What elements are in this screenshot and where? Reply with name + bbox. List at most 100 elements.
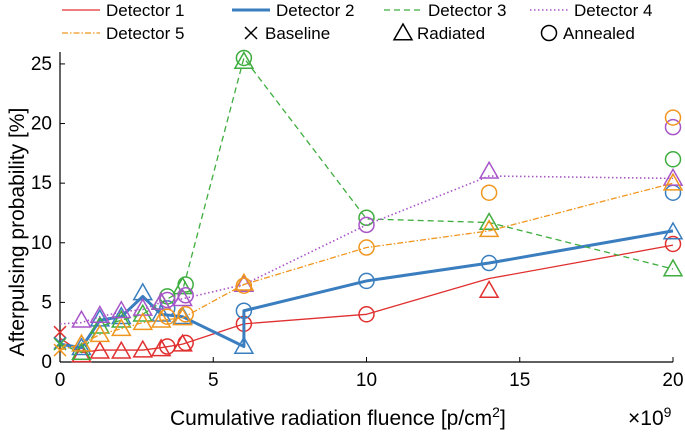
data-point-circ [235, 49, 253, 67]
x-axis-label-main: Cumulative radiation fluence [p/cm [170, 407, 492, 430]
plot-area: 0 5 10 15 20 0 5 10 15 20 25 [31, 49, 684, 391]
x-tick-label: 0 [55, 370, 66, 391]
series-4-line [59, 175, 674, 325]
x-axis-label-end: ] [500, 407, 506, 430]
legend: Detector 1 Detector 2 Detector 3 Detector 4… [62, 1, 652, 43]
data-point-tri [478, 279, 500, 298]
y-tick-label: 25 [31, 54, 52, 75]
legend-label: Detector 4 [574, 1, 652, 20]
legend-item: Annealed [540, 24, 635, 43]
data-point-tri [172, 333, 193, 352]
data-point-tri [71, 333, 92, 352]
data-point-tri [111, 340, 132, 359]
series-3 [53, 49, 684, 360]
legend-label: Baseline [265, 24, 330, 43]
y-tick-label: 5 [41, 292, 52, 313]
data-point-tri [71, 309, 92, 328]
data-point-cross-stroke [53, 343, 67, 357]
data-point-circ [235, 302, 253, 319]
data-point-circ [480, 184, 498, 201]
data-point-circ [177, 306, 194, 323]
data-point-cross [53, 337, 67, 351]
legend-item: Baseline [244, 24, 330, 43]
legend-item: Detector 2 [232, 1, 354, 20]
data-point-tri [662, 172, 684, 191]
legend-item: Detector 3 [384, 1, 506, 20]
data-point-tri [111, 306, 132, 325]
data-point-tri [662, 221, 684, 240]
data-point-tri [111, 309, 132, 328]
y-tick-label: 10 [31, 233, 52, 254]
data-point-cross [53, 343, 67, 357]
x-axis-multiplier: ×109 [628, 404, 672, 430]
data-point-tri [662, 167, 684, 186]
series-5-line [59, 182, 674, 351]
y-tick-label: 0 [41, 352, 52, 373]
x-multiplier-base: ×10 [628, 407, 664, 430]
data-point-circ [159, 300, 176, 317]
data-point-circ [358, 239, 375, 256]
data-point-circ [358, 216, 375, 234]
x-tick-label: 20 [662, 370, 683, 391]
data-point-tri [478, 219, 500, 238]
data-point-circ [159, 308, 176, 325]
x-multiplier-exp: 9 [664, 404, 672, 420]
y-tick-label: 15 [31, 173, 52, 194]
data-point-tri [111, 300, 132, 319]
x-tick-label: 5 [208, 370, 219, 391]
legend-item: Radiated [392, 22, 485, 43]
data-point-circ [664, 109, 682, 126]
legend-item: Detector 5 [62, 24, 184, 43]
data-point-circ [358, 306, 375, 323]
data-point-tri [662, 258, 684, 277]
legend-label: Detector 2 [276, 1, 354, 20]
data-point-tri [150, 338, 172, 357]
data-point-tri [150, 291, 172, 310]
data-point-circ [159, 291, 176, 309]
legend-item: Detector 4 [530, 1, 652, 20]
series-5 [53, 109, 684, 357]
data-point-circ [177, 286, 194, 304]
data-point-tri [132, 303, 154, 322]
data-point-circ [480, 254, 498, 272]
data-point-circ [159, 338, 176, 355]
data-point-tri [233, 51, 255, 70]
data-point-circ [664, 151, 682, 168]
x-axis-label: Cumulative radiation fluence [p/cm2] [170, 404, 506, 430]
data-point-tri [89, 304, 111, 323]
data-point-tri [233, 335, 255, 354]
data-point-cross-stroke [53, 337, 67, 351]
data-point-circ [177, 276, 194, 293]
legend-label: Detector 1 [106, 1, 184, 20]
series-layer [53, 49, 684, 363]
series-2-line [59, 229, 674, 350]
y-tick-label: 20 [31, 114, 52, 135]
legend-label: Radiated [417, 24, 485, 43]
legend-item: Detector 1 [62, 1, 184, 20]
data-point-circ [664, 118, 682, 136]
data-point-tri [233, 272, 255, 291]
data-point-circ [235, 277, 253, 294]
legend-marker-circ [540, 24, 558, 42]
data-point-cross [53, 325, 67, 339]
legend-label: Detector 5 [106, 24, 184, 43]
data-point-tri [132, 339, 154, 358]
data-point-tri [478, 211, 500, 230]
data-point-circ [664, 235, 682, 253]
legend-marker-tri [392, 22, 414, 41]
data-point-tri [132, 312, 154, 331]
data-point-tri [89, 315, 111, 334]
data-point-circ [664, 184, 682, 201]
axes: 0 5 10 15 20 0 5 10 15 20 25 [31, 52, 684, 391]
data-point-circ [177, 334, 194, 352]
data-point-cross-stroke [53, 325, 67, 339]
x-axis-label-sup: 2 [492, 404, 500, 420]
legend-label: Annealed [563, 24, 635, 43]
series-1-line [59, 244, 674, 354]
legend-marker-cross-stroke [244, 26, 258, 40]
data-point-tri [89, 340, 111, 359]
data-point-tri [111, 318, 132, 337]
legend-label: Detector 3 [428, 1, 506, 20]
data-point-tri [89, 324, 111, 343]
